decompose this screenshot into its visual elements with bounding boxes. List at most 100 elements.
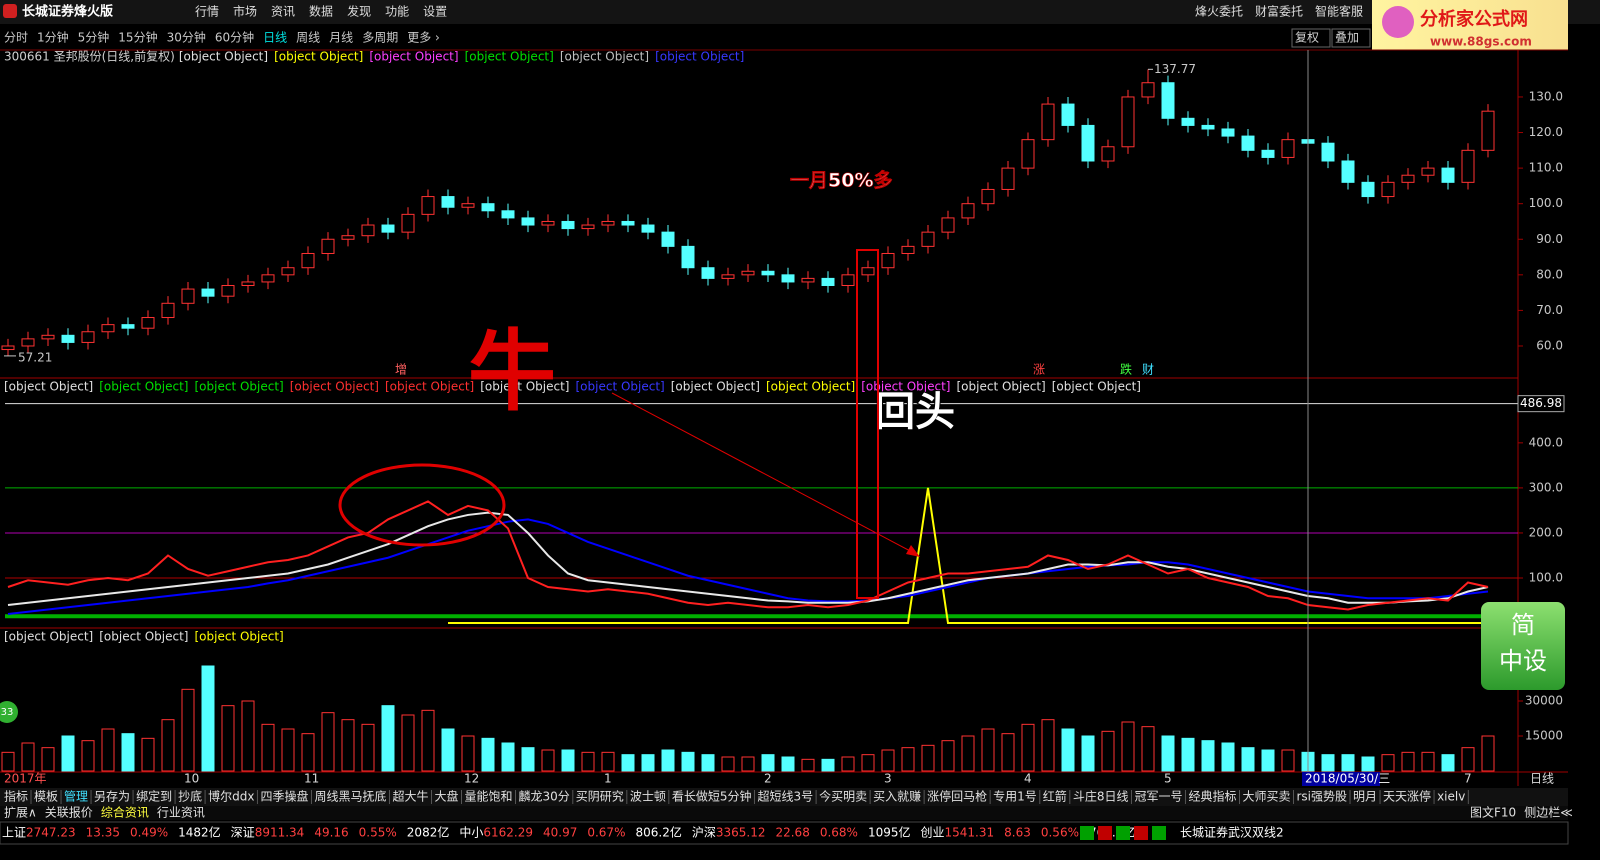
- volume-bar: [1241, 747, 1255, 772]
- indicator-line: [7, 500, 1489, 611]
- toolbar-item[interactable]: 专用1号: [993, 789, 1037, 804]
- volume-bar: [881, 749, 895, 772]
- period-tab[interactable]: 月线: [329, 31, 353, 45]
- toolbar-item[interactable]: 抄底: [178, 789, 202, 804]
- toolbar-item[interactable]: 超大牛: [392, 789, 428, 804]
- status-amount: 2082亿: [407, 825, 450, 840]
- period-tab[interactable]: 15分钟: [118, 30, 157, 45]
- period-tab[interactable]: 分时: [4, 31, 28, 45]
- toolbar-item[interactable]: 超短线3号: [757, 789, 813, 804]
- toolbar-item[interactable]: 涨停回马枪: [927, 789, 987, 804]
- big-note: 牛: [468, 320, 556, 423]
- x-tick-label: 10: [184, 772, 199, 786]
- volume-bar: [1061, 728, 1075, 772]
- side-button[interactable]: [1481, 602, 1565, 690]
- badge: [0, 701, 18, 723]
- candle-body: [421, 196, 435, 215]
- y-tick-label: 70.0: [1536, 303, 1563, 317]
- toolbar-item[interactable]: 今买明卖: [819, 789, 867, 804]
- menu-item[interactable]: 市场: [233, 4, 257, 19]
- event-marker[interactable]: 财: [1142, 363, 1154, 377]
- volume-bar: [1201, 740, 1215, 772]
- legend-item: [object Object]: [465, 50, 554, 64]
- x-tick-label: 7: [1464, 772, 1472, 786]
- tab-item[interactable]: 综合资讯: [101, 805, 149, 820]
- badge-label: 33: [1, 707, 14, 718]
- menu-item[interactable]: 行情: [195, 5, 219, 19]
- menu-right-item[interactable]: 智能客服: [1315, 4, 1363, 19]
- toolbar-item[interactable]: 博尔ddx: [208, 789, 254, 804]
- toolbar-item[interactable]: 大盘: [434, 789, 458, 804]
- event-marker[interactable]: 跌: [1120, 362, 1132, 377]
- menu-item[interactable]: 设置: [423, 5, 447, 19]
- menu-item[interactable]: 发现: [347, 4, 371, 19]
- toolbar-item[interactable]: 另存为: [94, 790, 130, 804]
- toolbar-item[interactable]: 天天涨停: [1383, 789, 1431, 804]
- y-tick-label: 200.0: [1529, 525, 1563, 539]
- period-tab[interactable]: 60分钟: [215, 30, 254, 45]
- y-tick-label: 60.0: [1536, 338, 1563, 352]
- menu-right-item[interactable]: 财富委托: [1255, 4, 1303, 19]
- candle-body: [661, 231, 675, 247]
- toolbar-item[interactable]: 波士顿: [630, 790, 666, 804]
- toolbar-item[interactable]: 麟龙30分: [519, 789, 570, 804]
- period-tab[interactable]: 30分钟: [167, 30, 206, 45]
- menu-item[interactable]: 数据: [309, 4, 333, 19]
- toolbar-item[interactable]: 指标: [4, 789, 28, 804]
- tab-item[interactable]: 行业资讯: [157, 806, 205, 820]
- y-tick-label: 110.0: [1529, 161, 1563, 175]
- candle-body: [481, 203, 495, 212]
- volume-bar: [961, 735, 975, 772]
- toolbar-item[interactable]: 量能饱和: [465, 789, 513, 804]
- toolbar-item[interactable]: 看长做短5分钟: [672, 789, 752, 804]
- period-tab[interactable]: 更多 ›: [407, 31, 440, 45]
- volume-bar: [401, 714, 415, 772]
- toolbar-item[interactable]: xielv: [1437, 790, 1465, 804]
- toolbar-item[interactable]: 模板: [34, 790, 58, 804]
- menu-item[interactable]: 功能: [385, 5, 409, 19]
- toolbar-item[interactable]: 经典指标: [1188, 789, 1236, 804]
- tab-right[interactable]: 侧边栏≪: [1524, 805, 1573, 820]
- event-marker[interactable]: 涨: [1033, 362, 1045, 377]
- side-button-label[interactable]: 中设: [1499, 647, 1547, 675]
- indicator-line: [7, 518, 1489, 616]
- toolbar-item[interactable]: 绑定到: [136, 789, 172, 804]
- toolbar-item[interactable]: 大师买卖: [1242, 790, 1290, 804]
- app-icon: [3, 4, 17, 18]
- volume-bar: [341, 719, 355, 772]
- legend-item: [object Object]: [99, 380, 188, 394]
- tab-right[interactable]: 图文F10: [1470, 805, 1516, 820]
- toolbar-item[interactable]: 明月: [1353, 790, 1377, 804]
- event-marker[interactable]: 增: [395, 363, 407, 377]
- menu-item[interactable]: 资讯: [271, 5, 295, 19]
- tab-item[interactable]: 扩展∧: [4, 806, 37, 820]
- period-tab[interactable]: 周线: [296, 31, 320, 45]
- volume-bar: [1121, 721, 1135, 772]
- toolbar-item[interactable]: 管理: [64, 789, 88, 804]
- toolbar-item[interactable]: rsi强势股: [1297, 790, 1348, 804]
- toolbar-item[interactable]: 斗庄8日线: [1073, 789, 1129, 804]
- menu-right-item[interactable]: 烽火委托: [1195, 5, 1243, 19]
- toolbar: [0, 788, 1568, 806]
- period-tab[interactable]: 多周期: [362, 31, 398, 45]
- period-tab[interactable]: 1分钟: [37, 30, 69, 45]
- toolbar-item[interactable]: 冠军一号: [1134, 790, 1182, 804]
- toolbar-item[interactable]: 四季操盘: [260, 789, 308, 804]
- period-tab[interactable]: 日线: [263, 31, 287, 45]
- legend-item: [object Object]: [99, 630, 188, 644]
- side-button-label[interactable]: 简: [1511, 611, 1535, 639]
- period-button[interactable]: 复权: [1295, 31, 1319, 45]
- volume-bar: [801, 758, 815, 772]
- volume-bar: [281, 728, 295, 772]
- candle-body: [301, 252, 315, 269]
- period-tab[interactable]: 5分钟: [78, 30, 110, 45]
- toolbar-item[interactable]: 周线黑马抚底: [314, 789, 386, 804]
- toolbar-item[interactable]: 红箭: [1043, 789, 1067, 804]
- toolbar-item[interactable]: 买阴研究: [576, 789, 624, 804]
- toolbar-item[interactable]: 买入就赚: [873, 789, 921, 804]
- period-button[interactable]: 叠加: [1335, 31, 1359, 45]
- x-tick-label: 2: [764, 772, 772, 786]
- tab-item[interactable]: 关联报价: [45, 805, 93, 820]
- volume-bar: [1261, 749, 1275, 772]
- status-pct: 0.68%: [820, 826, 858, 840]
